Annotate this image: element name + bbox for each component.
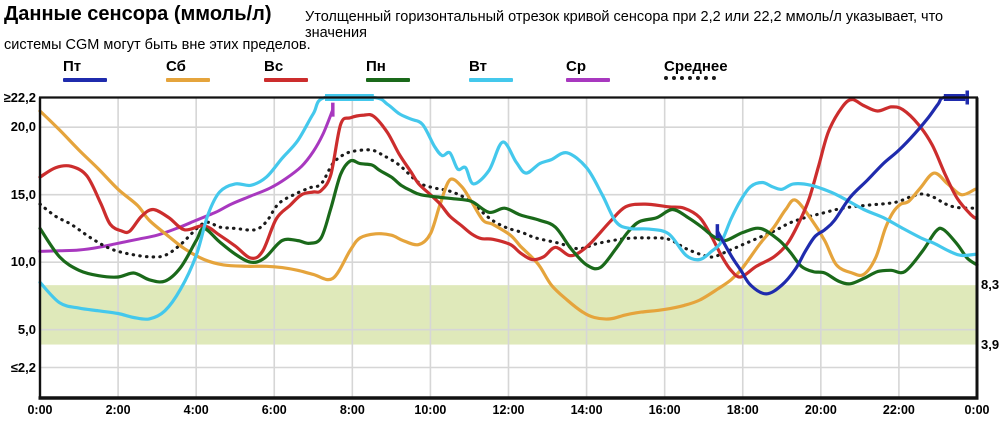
legend-swatch-sat (166, 78, 210, 82)
page-title: Данные сенсора (ммоль/л) (4, 3, 272, 25)
x-axis-label: 10:00 (414, 403, 447, 417)
series-line-sun (38, 97, 979, 279)
y-axis-label: 10,0 (10, 254, 36, 270)
legend-item-mon: Пн (366, 58, 410, 82)
legend-swatch-fri (63, 78, 107, 82)
y-axis-label: ≥22,2 (3, 89, 36, 105)
x-axis-label: 0:00 (964, 403, 990, 417)
legend-swatch-mon (366, 78, 410, 82)
right-axis-label: 3,9 (981, 336, 1000, 352)
legend-label-tue: Вт (469, 58, 487, 75)
legend-item-avg: Среднее (664, 58, 728, 80)
note-line-1: Утолщенный горизонтальный отрезок кривой… (305, 9, 944, 41)
x-axis-label: 20:00 (804, 403, 837, 417)
legend-label-wed: Ср (566, 58, 586, 75)
x-axis-label: 12:00 (492, 403, 525, 417)
legend-label-sun: Вс (264, 58, 284, 75)
legend-item-fri: Пт (63, 58, 107, 82)
y-axis-label: 20,0 (10, 119, 36, 135)
legend-label-sat: Сб (166, 58, 186, 75)
x-axis-label: 4:00 (183, 403, 209, 417)
y-axis-label: 5,0 (17, 321, 36, 337)
legend-item-sat: Сб (166, 58, 210, 82)
legend: Пт Сб Вс Пн Вт Ср Среднее (0, 58, 1000, 88)
series-line-fri (715, 95, 967, 296)
x-axis-label: 8:00 (339, 403, 365, 417)
legend-swatch-tue (469, 78, 513, 82)
note-line-2: системы CGM могут быть вне этих пределов… (4, 37, 311, 53)
x-axis-label: 0:00 (27, 403, 53, 417)
x-axis-label: 22:00 (882, 403, 915, 417)
legend-item-tue: Вт (469, 58, 513, 82)
y-axis-label: ≤2,2 (10, 359, 36, 375)
x-axis-label: 18:00 (726, 403, 759, 417)
x-axis-label: 6:00 (261, 403, 287, 417)
legend-label-fri: Пт (63, 58, 82, 75)
legend-swatch-sun (264, 78, 308, 82)
legend-label-mon: Пн (366, 58, 386, 75)
x-axis-label: 2:00 (105, 403, 131, 417)
series-line-avg (38, 148, 979, 259)
legend-item-wed: Ср (566, 58, 610, 82)
legend-label-avg: Среднее (664, 58, 728, 75)
series-line-mon (38, 158, 979, 286)
x-axis-label: 16:00 (648, 403, 681, 417)
y-axis-label: 15,0 (10, 186, 36, 202)
right-axis-label: 8,3 (981, 277, 1000, 293)
x-axis-label: 14:00 (570, 403, 603, 417)
series-line-tue (38, 95, 979, 321)
legend-item-sun: Вс (264, 58, 308, 82)
legend-swatch-wed (566, 78, 610, 82)
legend-swatch-avg (664, 76, 716, 80)
